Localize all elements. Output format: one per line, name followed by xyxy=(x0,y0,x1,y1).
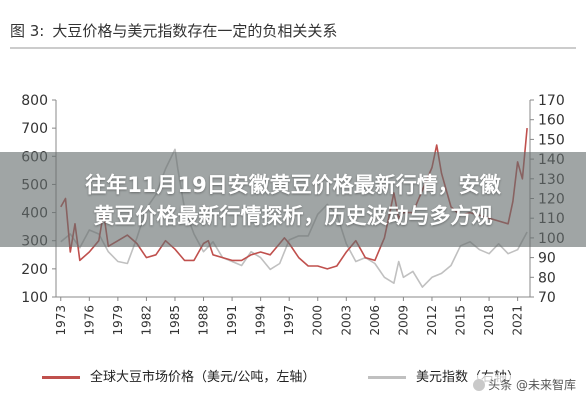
x-tick-label: 2003 xyxy=(339,305,353,336)
x-tick-label: 1982 xyxy=(139,305,153,336)
x-axis: 1973 1976 1979 1982 1985 1988 1991 1994 1997 2000… xyxy=(54,297,525,336)
x-tick-label: 1994 xyxy=(254,305,268,336)
watermark-text: 头条 @未来智库 xyxy=(488,378,576,392)
x-tick-label: 2009 xyxy=(396,305,410,336)
x-tick-label: 1979 xyxy=(111,305,125,336)
left-tick-label: 700 xyxy=(21,121,48,137)
right-tick-label: 170 xyxy=(538,93,565,109)
right-tick-label: 150 xyxy=(538,132,565,148)
right-tick-label: 90 xyxy=(538,251,556,267)
x-tick-label: 2018 xyxy=(482,305,496,336)
x-tick-label: 1988 xyxy=(197,305,211,336)
x-tick-label: 1991 xyxy=(225,305,239,336)
figure-title: 图 3: 大豆价格与美元指数存在一定的负相关关系 xyxy=(10,20,337,41)
legend-swatch-soybean xyxy=(42,376,80,379)
x-tick-label: 2000 xyxy=(311,305,325,336)
watermark-logo-icon xyxy=(473,379,486,391)
right-tick-label: 160 xyxy=(538,113,565,129)
left-tick-label: 800 xyxy=(21,93,48,109)
x-tick-label: 2012 xyxy=(425,305,439,336)
x-tick-label: 2006 xyxy=(368,305,382,336)
legend-item-soybean: 全球大豆市场价格（美元/公吨，左轴） xyxy=(42,366,315,385)
left-tick-label: 100 xyxy=(21,290,48,306)
x-tick-label: 2015 xyxy=(454,305,468,336)
x-tick-label: 1985 xyxy=(168,305,182,336)
headline-line-2: 黄豆价格最新行情探析，历史波动与多方观 xyxy=(93,204,493,228)
headline-line-1: 往年11月19日安徽黄豆价格最新行情，安徽 xyxy=(85,173,501,197)
figure-title-text: 大豆价格与美元指数存在一定的负相关关系 xyxy=(52,22,338,40)
right-tick-label: 70 xyxy=(538,290,556,306)
headline-banner: 往年11月19日安徽黄豆价格最新行情，安徽 黄豆价格最新行情探析，历史波动与多方… xyxy=(0,152,586,247)
legend-swatch-dollar-index xyxy=(368,376,406,379)
x-tick-label: 2021 xyxy=(511,305,525,336)
x-tick-label: 1976 xyxy=(82,305,96,336)
watermark: 头条 @未来智库 xyxy=(469,375,580,394)
right-tick-label: 80 xyxy=(538,270,556,286)
x-tick-label: 1997 xyxy=(282,305,296,336)
left-tick-label: 200 xyxy=(21,262,48,278)
headline-text: 往年11月19日安徽黄豆价格最新行情，安徽 黄豆价格最新行情探析，历史波动与多方… xyxy=(0,170,586,232)
x-tick-label: 1973 xyxy=(54,305,68,336)
legend-label-soybean: 全球大豆市场价格（美元/公吨，左轴） xyxy=(90,370,316,385)
figure-label: 图 3: xyxy=(10,22,45,40)
